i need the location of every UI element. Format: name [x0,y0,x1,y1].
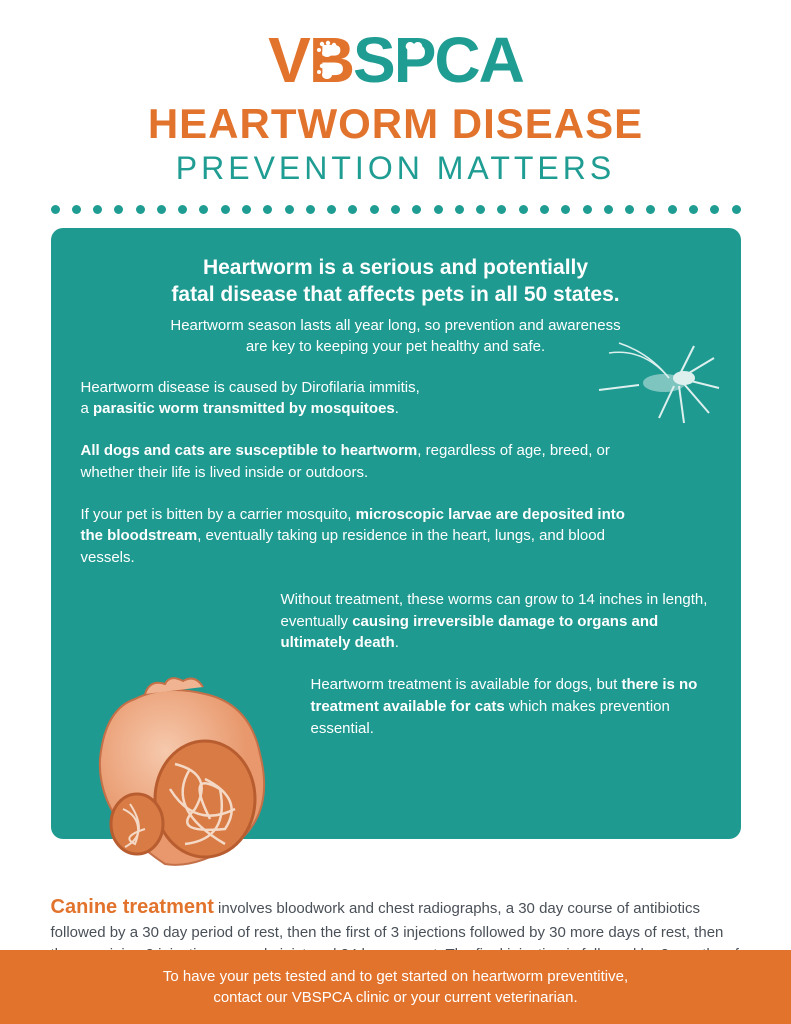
footer-bar: To have your pets tested and to get star… [0,950,791,1024]
divider-dot [604,205,613,214]
divider-dot [348,205,357,214]
paragraph-damage: Without treatment, these worms can grow … [281,589,711,654]
divider-dot [540,205,549,214]
divider-dot [668,205,677,214]
paw-prints-icon [314,40,344,82]
logo-letter-b: B [309,28,353,92]
divider-dot [51,205,60,214]
intro-sub-1: Heartworm season lasts all year long, so… [170,317,620,334]
divider-dot [157,205,166,214]
divider-dot [391,205,400,214]
paragraph-cause: Heartworm disease is caused by Dirofilar… [81,377,641,421]
divider-dot [285,205,294,214]
p3a: If your pet is bitten by a carrier mosqu… [81,506,356,523]
intro-line-1: Heartworm is a serious and potentially [203,256,588,279]
divider-dot [72,205,81,214]
info-panel: Heartworm is a serious and potentially f… [51,228,741,839]
p2-bold: All dogs and cats are susceptible to hea… [81,442,418,459]
divider-dot [455,205,464,214]
logo-letter-c: C [434,24,478,96]
divider-dot [242,205,251,214]
divider-dots [51,205,741,214]
footer-line-1: To have your pets tested and to get star… [163,968,628,985]
divider-dot [497,205,506,214]
divider-dot [412,205,421,214]
p1-bold: parasitic worm transmitted by mosquitoes [93,400,395,417]
divider-dot [434,205,443,214]
intro-line-2: fatal disease that affects pets in all 5… [171,283,619,306]
divider-dot [625,205,634,214]
divider-dot [710,205,719,214]
p1b: a [81,400,94,417]
divider-dot [221,205,230,214]
heading-prevention: PREVENTION MATTERS [176,150,615,187]
divider-dot [646,205,655,214]
paragraph-susceptible: All dogs and cats are susceptible to hea… [81,440,641,484]
intro-sub-2: are key to keeping your pet healthy and … [246,338,545,355]
divider-dot [306,205,315,214]
mosquito-icon [589,328,729,448]
p4b: . [395,634,399,651]
divider-dot [732,205,741,214]
divider-dot [583,205,592,214]
divider-dot [93,205,102,214]
divider-dot [178,205,187,214]
divider-dot [136,205,145,214]
heading-disease: HEARTWORM DISEASE [148,100,643,148]
divider-dot [476,205,485,214]
divider-dot [263,205,272,214]
logo-p-glyph: P [394,24,435,96]
logo-letter-v: V [268,24,309,96]
footer-line-2: contact our VBSPCA clinic or your curren… [213,989,577,1006]
logo: VBSPCA [268,28,523,92]
divider-dot [327,205,336,214]
page: VBSPCA HEARTWORM DISEASE PREVENTION MATT… [0,0,791,1024]
divider-dot [370,205,379,214]
heart-illustration-icon [75,669,285,879]
logo-letter-a: A [479,24,523,96]
p5a: Heartworm treatment is available for dog… [311,676,622,693]
canine-title: Canine treatment [51,896,214,918]
divider-dot [519,205,528,214]
paragraph-cats: Heartworm treatment is available for dog… [311,674,711,739]
logo-text: VBSPCA [268,28,523,92]
intro-headline: Heartworm is a serious and potentially f… [81,254,711,309]
divider-dot [561,205,570,214]
divider-dot [199,205,208,214]
heart-icon [405,41,423,57]
p1a: Heartworm disease is caused by Dirofilar… [81,379,420,396]
divider-dot [114,205,123,214]
divider-dot [689,205,698,214]
logo-letter-s: S [353,24,394,96]
paragraph-larvae: If your pet is bitten by a carrier mosqu… [81,504,641,569]
logo-letter-p: P [394,28,435,92]
p1c: . [395,400,399,417]
